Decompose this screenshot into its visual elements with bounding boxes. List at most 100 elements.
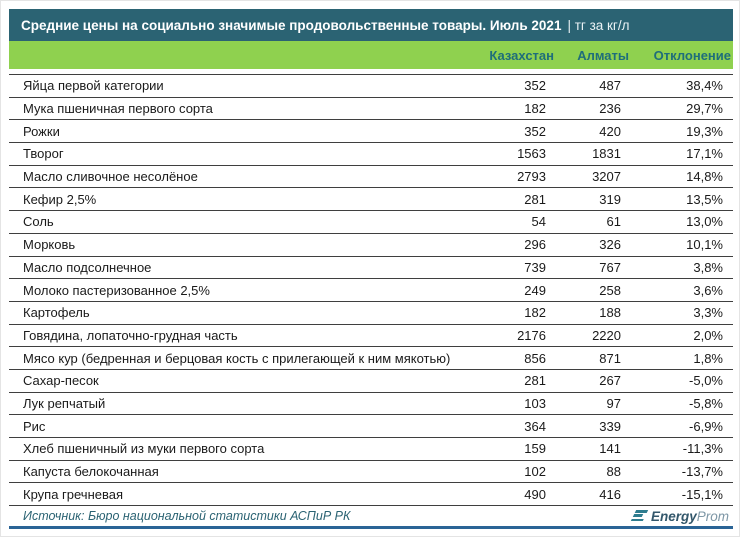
almaty-price-cell: 267 — [599, 373, 621, 389]
table-row: Творог 1563 1831 17,1% — [9, 142, 733, 165]
almaty-price-cell: 1831 — [592, 146, 621, 162]
product-name-cell: Капуста белокочанная — [23, 464, 159, 480]
product-name-cell: Говядина, лопаточно-грудная часть — [23, 327, 238, 343]
almaty-price-cell: 258 — [599, 282, 621, 298]
kazakhstan-price-cell: 2176 — [517, 327, 546, 343]
product-name-cell: Крупа гречневая — [23, 486, 124, 502]
table-row: Кефир 2,5% 281 319 13,5% — [9, 187, 733, 210]
product-name-cell: Рис — [23, 418, 46, 434]
kazakhstan-price-cell: 352 — [524, 78, 546, 94]
product-name-cell: Мука пшеничная первого сорта — [23, 101, 213, 117]
kazakhstan-price-cell: 1563 — [517, 146, 546, 162]
product-name-cell: Молоко пастеризованное 2,5% — [23, 282, 210, 298]
deviation-cell: -15,1% — [681, 486, 723, 502]
kazakhstan-price-cell: 352 — [524, 123, 546, 139]
column-header-almaty: Алматы — [577, 47, 629, 63]
deviation-cell: 3,8% — [693, 259, 723, 275]
logo-text-energy: Energy — [650, 508, 697, 524]
kazakhstan-price-cell: 103 — [524, 395, 546, 411]
kazakhstan-price-cell: 159 — [524, 441, 546, 457]
kazakhstan-price-cell: 2793 — [517, 169, 546, 185]
deviation-cell: -11,3% — [682, 441, 723, 457]
page-title: Средние цены на социально значимые продо… — [21, 17, 562, 33]
table-row: Лук репчатый 103 97 -5,8% — [9, 391, 733, 415]
almaty-price-cell: 61 — [606, 214, 621, 230]
table-row: Масло сливочное несолёное 2793 3207 14,8% — [9, 164, 733, 188]
almaty-price-cell: 767 — [599, 259, 621, 275]
deviation-cell: -5,0% — [689, 373, 723, 389]
title-unit-suffix: | тг за кг/л — [567, 17, 630, 33]
deviation-cell: 13,0% — [686, 214, 723, 230]
almaty-price-cell: 188 — [599, 305, 621, 321]
deviation-cell: 14,8% — [686, 169, 723, 185]
product-name-cell: Масло подсолнечное — [23, 259, 152, 275]
almaty-price-cell: 88 — [606, 464, 621, 480]
deviation-cell: 19,3% — [686, 123, 723, 139]
almaty-price-cell: 416 — [599, 486, 621, 502]
table-row: Рис 364 339 -6,9% — [9, 414, 733, 437]
logo-text-prom: Prom — [696, 508, 729, 524]
deviation-cell: 38,4% — [686, 78, 723, 94]
table-row: Морковь 296 326 10,1% — [9, 232, 733, 256]
table-row: Говядина, лопаточно-грудная часть 2176 222… — [9, 323, 733, 347]
column-header-kazakhstan: Казахстан — [489, 47, 554, 63]
kazakhstan-price-cell: 296 — [524, 237, 546, 253]
almaty-price-cell: 871 — [599, 350, 621, 366]
kazakhstan-price-cell: 281 — [524, 191, 546, 207]
almaty-price-cell: 487 — [599, 78, 621, 94]
almaty-price-cell: 339 — [599, 418, 621, 434]
kazakhstan-price-cell: 102 — [524, 464, 546, 480]
kazakhstan-price-cell: 54 — [531, 214, 546, 230]
almaty-price-cell: 236 — [599, 101, 621, 117]
deviation-cell: 1,8% — [693, 350, 723, 366]
deviation-cell: 13,5% — [686, 191, 723, 207]
table-row: Яйца первой категории 352 487 38,4% — [9, 74, 733, 97]
deviation-cell: 3,3% — [693, 305, 723, 321]
table-row: Капуста белокочанная 102 88 -13,7% — [9, 459, 733, 483]
almaty-price-cell: 97 — [606, 395, 621, 411]
almaty-price-cell: 326 — [599, 237, 621, 253]
deviation-cell: 17,1% — [686, 146, 723, 162]
infographic-table: Средние цены на социально значимые продо… — [9, 9, 733, 530]
energyprom-logo: Energy Prom — [630, 508, 731, 524]
kazakhstan-price-cell: 490 — [524, 486, 546, 502]
almaty-price-cell: 420 — [599, 123, 621, 139]
almaty-price-cell: 319 — [599, 191, 621, 207]
table-row: Соль 54 61 13,0% — [9, 210, 733, 233]
kazakhstan-price-cell: 364 — [524, 418, 546, 434]
product-name-cell: Хлеб пшеничный из муки первого сорта — [23, 441, 265, 457]
kazakhstan-price-cell: 739 — [524, 259, 546, 275]
product-name-cell: Мясо кур (бедренная и берцовая кость с п… — [23, 350, 451, 366]
footer: Источник: Бюро национальной статистики А… — [9, 505, 733, 530]
table-row: Мука пшеничная первого сорта 182 236 29,7% — [9, 96, 733, 120]
product-name-cell: Творог — [23, 146, 64, 162]
almaty-price-cell: 141 — [599, 441, 621, 457]
table-row: Рожки 352 420 19,3% — [9, 119, 733, 142]
table-body: Яйца первой категории 352 487 38,4% Мука пше… — [9, 74, 733, 505]
product-name-cell: Яйца первой категории — [23, 78, 164, 94]
title-bar: Средние цены на социально значимые продо… — [9, 9, 733, 41]
almaty-price-cell: 3207 — [592, 169, 621, 185]
product-name-cell: Сахар-песок — [23, 373, 99, 389]
table-row: Хлеб пшеничный из муки первого сорта 159 1… — [9, 437, 733, 460]
deviation-cell: -6,9% — [689, 418, 723, 434]
product-name-cell: Картофель — [23, 305, 90, 321]
table-row: Мясо кур (бедренная и берцовая кость с п… — [9, 346, 733, 369]
deviation-cell: 2,0% — [693, 327, 723, 343]
deviation-cell: 29,7% — [686, 101, 723, 117]
product-name-cell: Кефир 2,5% — [23, 191, 97, 207]
table-row: Сахар-песок 281 267 -5,0% — [9, 368, 733, 392]
almaty-price-cell: 2220 — [592, 327, 621, 343]
energyprom-logo-icon — [630, 509, 650, 523]
table-row: Крупа гречневая 490 416 -15,1% — [9, 482, 733, 505]
product-name-cell: Лук репчатый — [23, 395, 106, 411]
column-header-deviation: Отклонение — [653, 47, 731, 63]
table-row: Молоко пастеризованное 2,5% 249 258 3,6% — [9, 278, 733, 301]
deviation-cell: 10,1% — [686, 237, 723, 253]
table-row: Картофель 182 188 3,3% — [9, 300, 733, 324]
kazakhstan-price-cell: 182 — [524, 101, 546, 117]
column-header-row: Казахстан Алматы Отклонение — [9, 41, 733, 69]
product-name-cell: Рожки — [23, 123, 60, 139]
deviation-cell: -5,8% — [689, 395, 723, 411]
product-name-cell: Соль — [23, 214, 54, 230]
